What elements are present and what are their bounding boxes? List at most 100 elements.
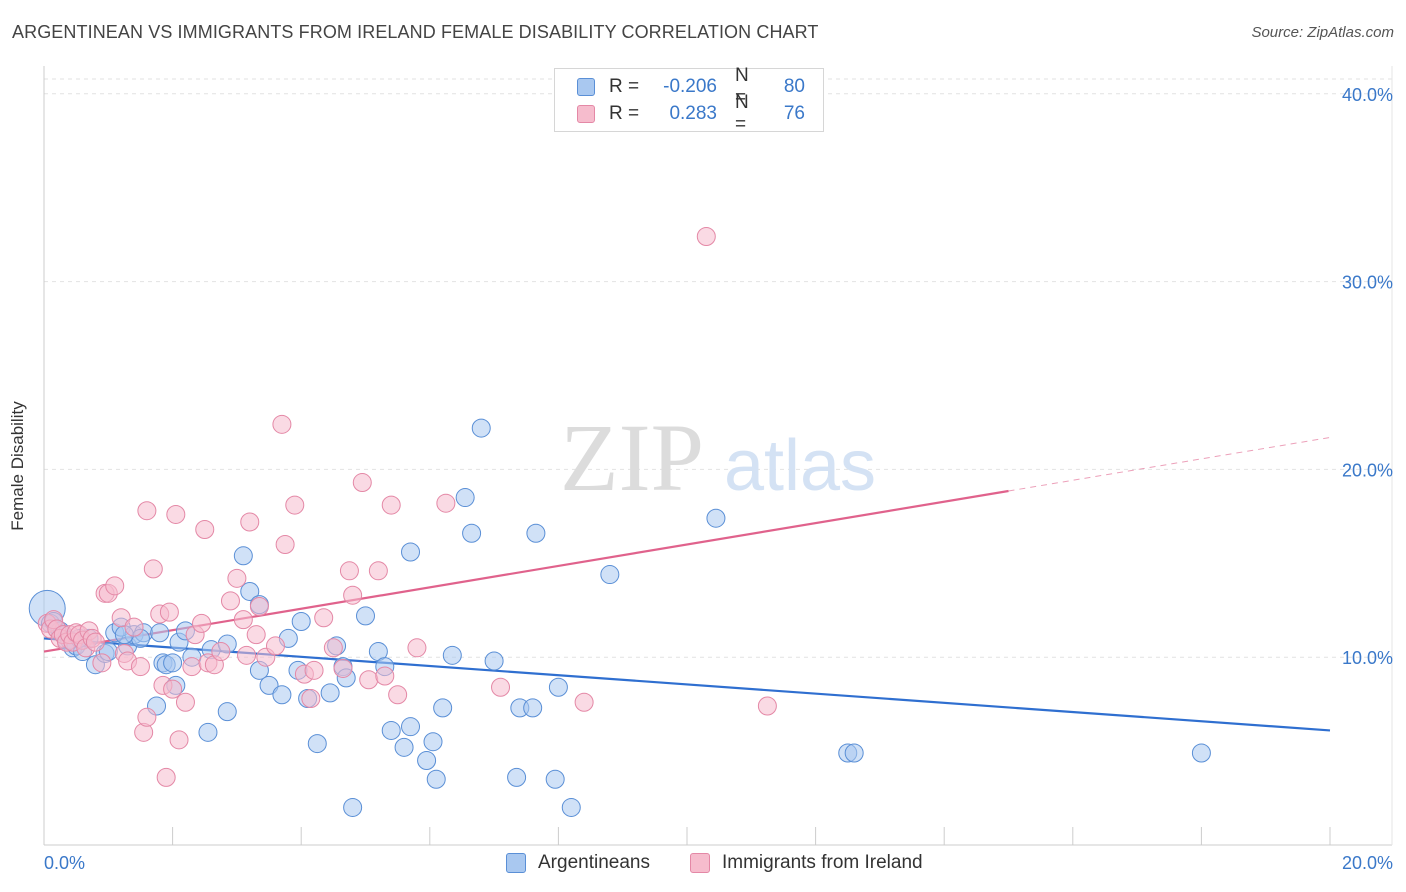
watermark-atlas: atlas [724,426,876,506]
point-ireland [314,608,334,628]
x-tick-label: 0.0% [44,853,85,873]
point-ireland [436,493,456,513]
point-argentineans [1191,743,1211,763]
point-argentineans [600,565,620,585]
point-argentineans [401,542,421,562]
point-ireland [111,608,131,628]
point-argentineans [394,737,414,757]
point-ireland [124,617,144,637]
point-argentineans [426,769,446,789]
trend-line-0 [43,637,1331,732]
point-ireland [195,519,215,539]
point-ireland [192,613,212,633]
point-argentineans [526,523,546,543]
legend-row-ireland: R = 0.283 N = 76 [577,92,805,135]
point-ireland [227,568,247,588]
stats-legend: R = -0.206 N = 80 R = 0.283 N = 76 [554,65,824,135]
point-argentineans [561,797,581,817]
legend-swatch-pink [577,105,595,123]
point-argentineans [423,732,443,752]
legend-r-value: 0.283 [669,103,717,124]
point-ireland [381,495,401,515]
series-legend-ireland: Immigrants from Ireland [689,852,923,874]
point-ireland [85,632,105,652]
point-ireland [272,414,292,434]
series-label-argentineans: Argentineans [538,852,650,873]
point-ireland [137,707,157,727]
point-ireland [175,692,195,712]
point-ireland [240,512,260,532]
point-ireland [333,658,353,678]
watermark: ZIP atlas [560,404,876,511]
point-ireland [574,692,594,712]
point-argentineans [844,743,864,763]
points [28,227,1211,817]
point-ireland [375,666,395,686]
point-ireland [169,730,189,750]
point-ireland [249,596,269,616]
point-ireland [359,670,379,690]
y-tick-label: 40.0% [1342,85,1393,105]
point-argentineans [484,651,504,671]
point-argentineans [545,769,565,789]
point-ireland [163,679,183,699]
point-argentineans [272,685,292,705]
source-label: Source: ZipAtlas.com [1251,24,1394,41]
y-tick-label: 20.0% [1342,460,1393,480]
legend-swatch-blue [577,78,595,96]
chart-title: ARGENTINEAN VS IMMIGRANTS FROM IRELAND F… [12,22,819,42]
point-argentineans [163,653,183,673]
point-ireland [156,767,176,787]
point-ireland [407,638,427,658]
point-ireland [265,636,285,656]
y-tick-label: 30.0% [1342,273,1393,293]
point-argentineans [417,750,437,770]
point-argentineans [507,767,527,787]
point-argentineans [381,720,401,740]
point-ireland [246,625,266,645]
point-ireland [339,561,359,581]
series-legend: Argentineans Immigrants from Ireland [506,852,963,874]
legend-r-value: -0.206 [663,76,717,97]
point-ireland [491,677,511,697]
point-ireland [105,576,125,596]
point-ireland [143,559,163,579]
point-argentineans [217,702,237,722]
legend-r-label: R = [609,103,640,124]
point-ireland [343,585,363,605]
point-ireland [166,504,186,524]
point-ireland [130,657,150,677]
point-argentineans [233,546,253,566]
point-ireland [323,638,343,658]
point-argentineans [471,418,491,438]
series-legend-argentineans: Argentineans [506,852,650,874]
legend-row-argentineans: R = -0.206 N = 80 [577,65,805,108]
point-ireland [182,657,202,677]
point-ireland [304,660,324,680]
legend-r-label: R = [609,76,640,97]
series-swatch-pink [689,853,710,873]
point-argentineans [259,675,279,695]
point-argentineans [198,722,218,742]
point-ireland [275,535,295,555]
point-argentineans [523,698,543,718]
point-ireland [301,689,321,709]
point-argentineans [433,698,453,718]
point-ireland [285,495,305,515]
watermark-zip: ZIP [560,404,704,511]
point-argentineans [442,645,462,665]
y-axis-label-text: Female Disability [8,401,27,531]
point-ireland [696,227,716,247]
axes [43,66,1393,846]
point-ireland [368,561,388,581]
point-ireland [159,602,179,622]
point-ireland [237,645,257,665]
series-swatch-blue [506,853,526,873]
grid [44,78,1392,658]
point-argentineans [356,606,375,626]
point-argentineans [307,734,327,754]
x-tick-label: 20.0% [1342,853,1393,873]
point-argentineans [401,717,421,737]
point-ireland [757,696,777,716]
